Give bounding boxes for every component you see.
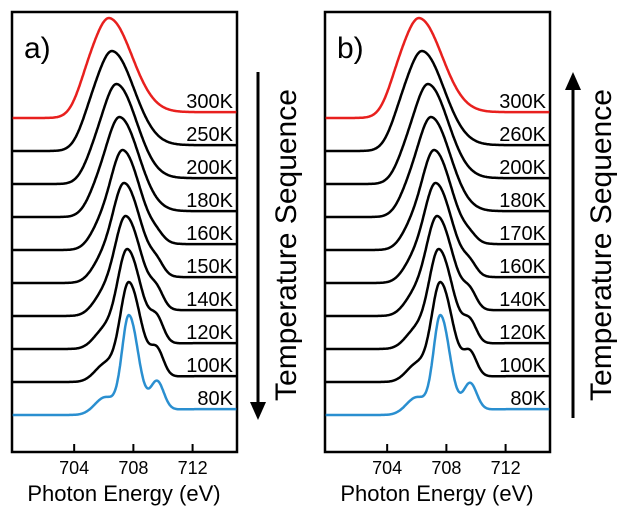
panel-a-trace-label-140k: 140K [186,289,233,311]
panel-b: 300K260K200K180K170K160K140K120K100K80K … [323,10,618,506]
panel-a-trace-label-160k: 160K [186,223,233,245]
panel-a-trace-250k [12,49,237,153]
panel-a-side-label: Temperature Sequence [270,89,303,401]
panel-b-trace-label-140k: 140K [499,289,546,311]
panel-b-label: b) [337,32,364,65]
panel-b-trace-260k [325,49,550,153]
panel-b-trace-label-300k: 300K [499,91,546,113]
panel-a-trace-120k [12,247,237,351]
panel-a-label: a) [24,32,51,65]
panel-a-trace-80k [12,313,237,417]
panel-b-trace-100k [325,280,550,384]
panel-a-trace-label-180k: 180K [186,190,233,212]
panel-a-trace-label-100k: 100K [186,355,233,377]
panel-b-trace-label-180k: 180K [499,190,546,212]
panel-a-xtick-label-704: 704 [59,458,89,478]
panel-b-trace-180k [325,115,550,219]
panel-b-side: Temperature Sequence [565,72,618,418]
panel-a-trace-label-120k: 120K [186,322,233,344]
panel-a-frame [10,10,239,454]
panel-a-ticks: 704 708 712 [59,444,208,478]
panel-a: 300K250K200K180K160K150K140K120K100K80K … [10,10,303,506]
panel-b-xlabel: Photon Energy (eV) [340,481,533,506]
panel-b-trace-label-100k: 100K [499,355,546,377]
panel-b-arrow-head [565,72,581,90]
panel-b-trace-80k [325,313,550,417]
panel-b-trace-label-80k: 80K [510,388,546,410]
panel-a-trace-label-200k: 200K [186,157,233,179]
panel-b-trace-label-160k: 160K [499,256,546,278]
panel-b-trace-170k [325,148,550,252]
panel-a-trace-label-250k: 250K [186,124,233,146]
panel-a-trace-140k [12,214,237,318]
panel-b-trace-label-260k: 260K [499,124,546,146]
panel-b-ticks: 704 708 712 [372,444,521,478]
panel-b-trace-300k [325,16,550,120]
panel-b-trace-140k [325,214,550,318]
panel-a-trace-180k [12,115,237,219]
panel-b-trace-160k [325,181,550,285]
panel-a-trace-300k [12,16,237,120]
panel-a-arrow-head [250,402,266,420]
panel-b-xtick-label-708: 708 [431,458,461,478]
panel-b-trace-label-200k: 200K [499,157,546,179]
panel-a-trace-200k [12,82,237,186]
panel-a-xtick-label-708: 708 [118,458,148,478]
panel-a-xlabel: Photon Energy (eV) [27,481,220,506]
panel-a-traces: 300K 250K 200K 180K 160K 150K 140K 120K 100K 80K [12,16,237,417]
panel-a-trace-label-300k: 300K [186,91,233,113]
panel-a-trace-160k [12,148,237,252]
panel-b-trace-200k [325,82,550,186]
panel-b-traces: 300K 260K 200K 180K 170K 160K 140K 120K 100K 80K [325,16,550,417]
panel-a-xtick-label-712: 712 [178,458,208,478]
panel-b-side-label: Temperature Sequence [585,89,618,401]
panel-b-xtick-label-712: 712 [491,458,521,478]
panel-a-trace-100k [12,280,237,384]
panel-b-xtick-label-704: 704 [372,458,402,478]
panel-a-trace-150k [12,181,237,285]
panel-b-trace-label-120k: 120K [499,322,546,344]
panel-a-trace-label-150k: 150K [186,256,233,278]
panel-b-trace-120k [325,247,550,351]
panel-b-frame [323,10,552,454]
panel-a-trace-label-80k: 80K [197,388,233,410]
panel-b-trace-label-170k: 170K [499,223,546,245]
panel-a-side: Temperature Sequence [250,72,303,420]
